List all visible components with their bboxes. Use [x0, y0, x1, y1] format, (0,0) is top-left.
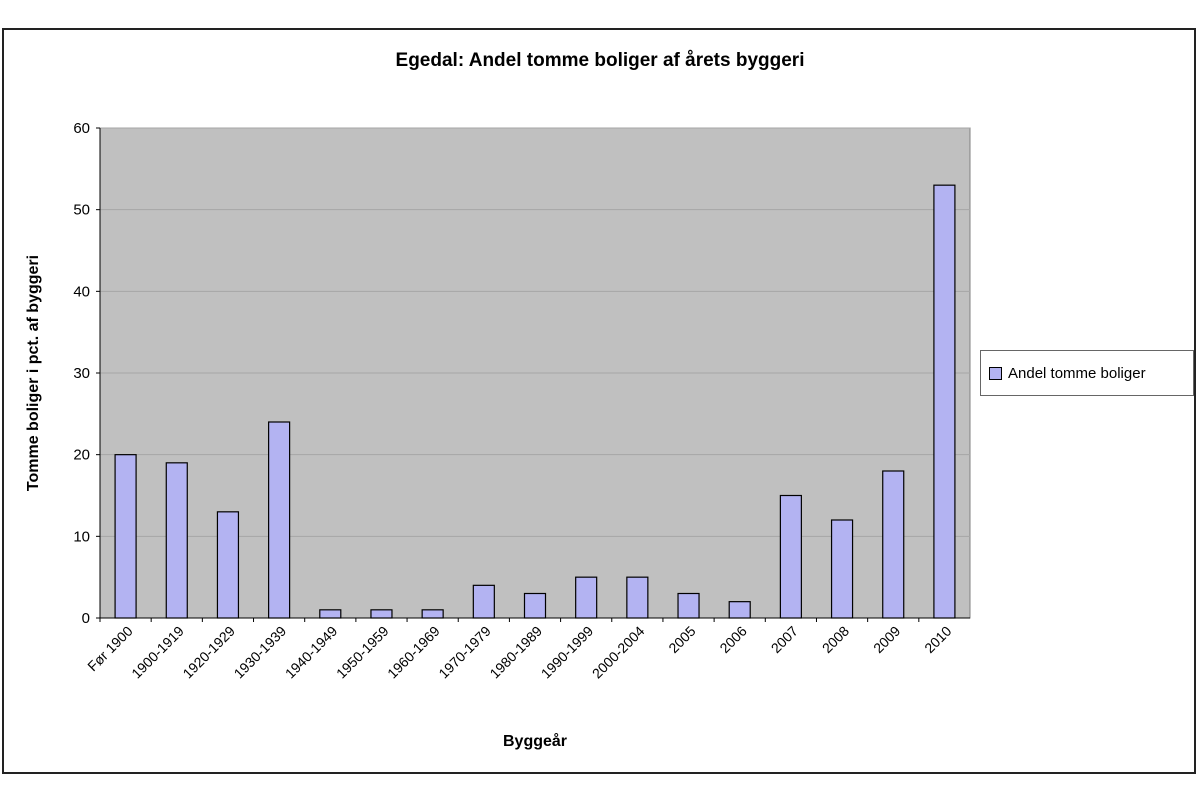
- x-tick-label: 1990-1999: [538, 623, 597, 682]
- x-axis-ticks: Før 19001900-19191920-19291930-19391940-…: [84, 618, 955, 682]
- legend-label: Andel tomme boliger: [1008, 364, 1146, 382]
- bar: [677, 592, 700, 619]
- bar: [472, 584, 495, 619]
- chart-title: Egedal: Andel tomme boliger af årets byg…: [395, 50, 805, 71]
- x-tick-label: 1900-1919: [128, 623, 187, 682]
- bar: [319, 609, 342, 619]
- y-axis-ticks: 0 10 20 30 40 50 60: [73, 120, 100, 627]
- bar: [575, 576, 598, 619]
- bar: [933, 184, 956, 619]
- x-tick-label: 1970-1979: [435, 623, 494, 682]
- legend-swatch: [989, 366, 1002, 380]
- x-tick-label: 1940-1949: [282, 623, 341, 682]
- legend: Andel tomme boliger: [980, 350, 1194, 396]
- x-tick-label: 2000-2004: [589, 623, 648, 682]
- y-axis-title: Tomme boliger i pct. af byggeri: [25, 255, 42, 491]
- x-tick-label: 1960-1969: [384, 623, 443, 682]
- bars: [114, 184, 956, 619]
- x-tick-label: 2009: [870, 623, 903, 656]
- x-tick-label: 2005: [665, 623, 698, 656]
- x-tick-label: Før 1900: [84, 623, 136, 675]
- bar: [421, 609, 444, 619]
- x-tick-label: 1950-1959: [333, 623, 392, 682]
- y-tick-label: 30: [73, 365, 90, 382]
- bar: [882, 470, 905, 619]
- x-tick-label: 2010: [921, 623, 954, 656]
- bar: [370, 609, 393, 619]
- x-axis-title: Byggeår: [503, 732, 567, 750]
- x-tick-label: 2006: [716, 623, 749, 656]
- y-tick-label: 0: [82, 610, 90, 627]
- y-tick-label: 50: [73, 202, 90, 219]
- y-tick-label: 40: [73, 283, 90, 300]
- bar: [114, 454, 137, 619]
- bar: [779, 494, 802, 619]
- bar: [523, 592, 547, 619]
- bar: [165, 462, 188, 619]
- bar: [728, 601, 751, 619]
- bar: [268, 421, 291, 619]
- y-tick-label: 20: [73, 447, 90, 464]
- x-tick-label: 2008: [819, 623, 852, 656]
- x-tick-label: 2007: [768, 623, 801, 656]
- x-tick-label: 1920-1929: [179, 623, 238, 682]
- x-tick-label: 1980-1989: [486, 623, 545, 682]
- x-tick-label: 1930-1939: [231, 623, 290, 682]
- bar: [626, 576, 649, 619]
- y-tick-label: 60: [73, 120, 90, 137]
- y-tick-label: 10: [73, 528, 90, 545]
- bar: [830, 519, 854, 619]
- bar: [216, 511, 240, 619]
